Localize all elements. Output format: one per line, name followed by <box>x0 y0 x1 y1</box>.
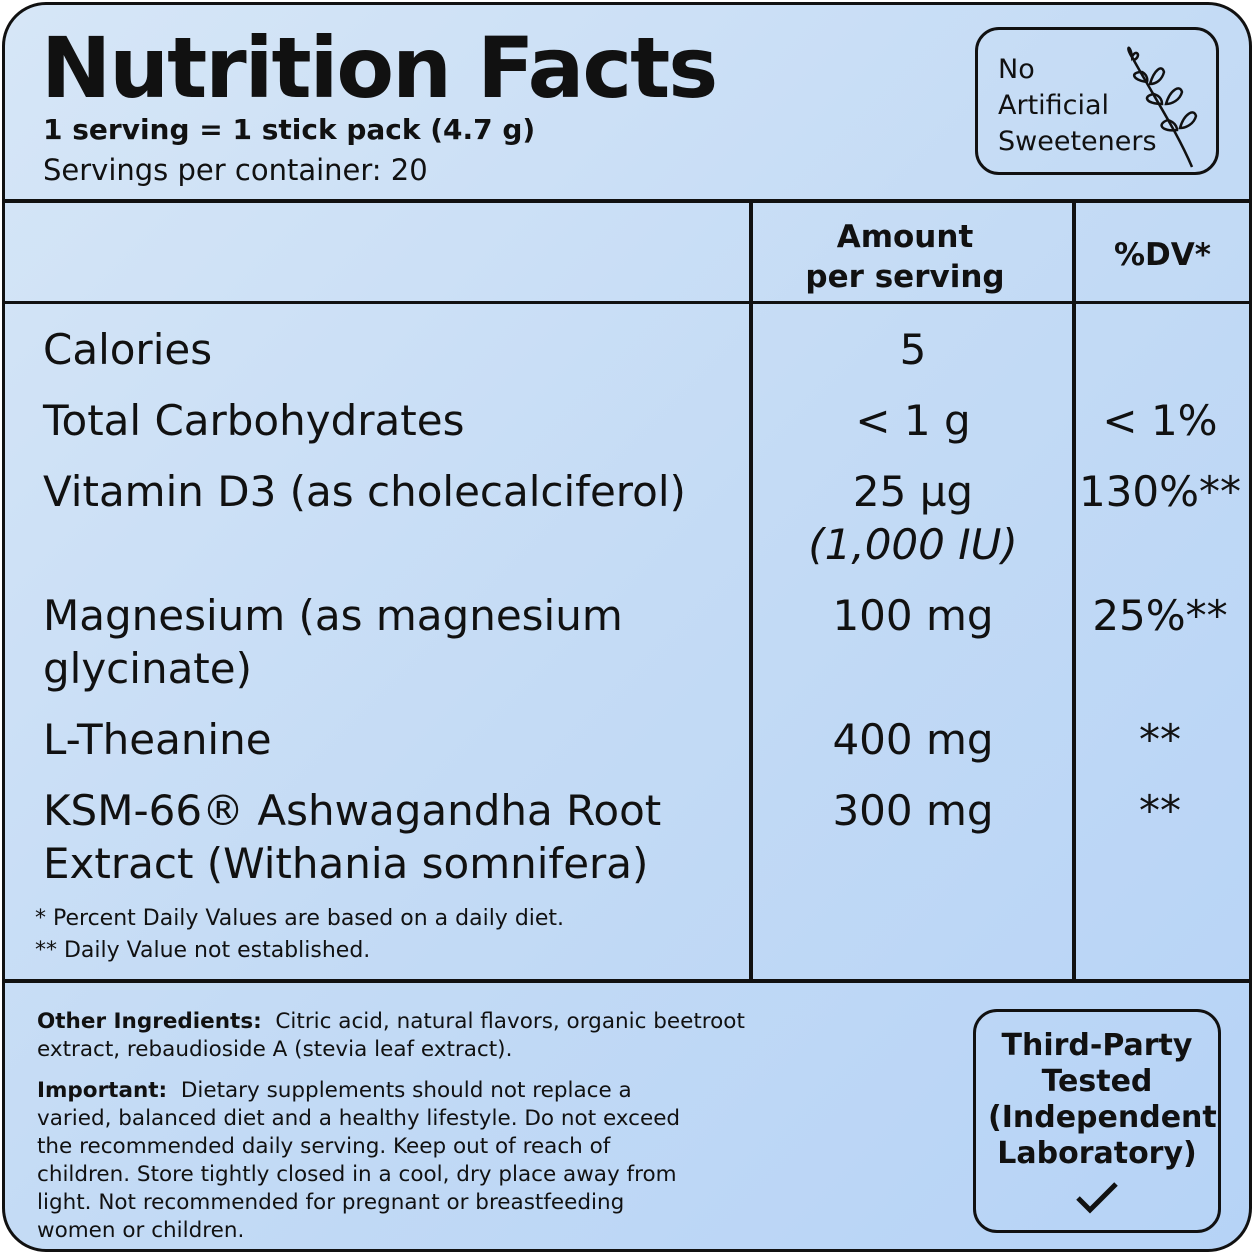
label: Other Ingredients: <box>37 1009 262 1034</box>
daily-value: 130%** <box>1075 465 1245 571</box>
rows: Calories 5 Total Carbohydrates < 1 g < 1% Vit… <box>5 323 1249 908</box>
daily-value: ** <box>1075 713 1245 766</box>
daily-value: ** <box>1075 784 1245 890</box>
nutrient-row: Magnesium (as magnesium glycinate) 100 mg… <box>5 589 1249 695</box>
dv-value: < 1% <box>1102 396 1218 445</box>
other-ingredients: Other Ingredients: Citric acid, natural … <box>37 1008 757 1064</box>
nutrient-name: KSM-66® Ashwagandha Root Extract (Withan… <box>43 786 662 888</box>
amount-value: 300 mg <box>832 786 994 835</box>
daily-value <box>1075 323 1245 376</box>
amount: 300 mg <box>751 784 1075 890</box>
dv-value: ** <box>1139 786 1181 835</box>
nutrient-row: Total Carbohydrates < 1 g < 1% <box>5 394 1249 447</box>
nutrient-name: Magnesium (as magnesium glycinate) <box>43 591 623 693</box>
amount: < 1 g <box>751 394 1075 447</box>
column-header: %DV* <box>1114 237 1211 273</box>
badge: Third-Party Tested (Independent Laborato… <box>973 1009 1221 1233</box>
nutrient-row: Vitamin D3 (as cholecalciferol) 25 µg (1,0… <box>5 465 1249 571</box>
label: Important: <box>37 1078 168 1103</box>
amount-value: 400 mg <box>832 715 994 764</box>
nutrient-name: Total Carbohydrates <box>43 396 465 445</box>
title: Nutrition Facts <box>41 19 718 117</box>
important: Important: Dietary supplements should no… <box>37 1077 697 1245</box>
check-icon <box>1076 1182 1118 1214</box>
badge-title: Third-Party Tested <box>1001 1028 1193 1099</box>
column-divider <box>749 203 753 979</box>
divider <box>5 199 1249 203</box>
badge: No Artificial Sweeteners <box>975 27 1219 175</box>
amount: 5 <box>751 323 1075 376</box>
nutrient-name: L-Theanine <box>43 715 272 764</box>
amount-value: 5 <box>899 325 927 374</box>
column-divider <box>1072 203 1076 979</box>
amount-value: 25 µg <box>852 467 974 516</box>
amount-value: 100 mg <box>832 591 994 640</box>
nutrient-row: KSM-66® Ashwagandha Root Extract (Withan… <box>5 784 1249 890</box>
text: Dietary supplements should not replace a… <box>37 1078 681 1243</box>
divider <box>5 301 1249 304</box>
dv-value: 25%** <box>1092 591 1228 640</box>
badge-note: (Independent Laboratory) <box>988 1100 1217 1171</box>
servings-per-container: Servings per container: 20 <box>43 153 428 187</box>
daily-value: < 1% <box>1075 394 1245 447</box>
badge-text: No Artificial Sweeteners <box>998 54 1157 157</box>
daily-value: 25%** <box>1075 589 1245 695</box>
column-header: Amount per serving <box>805 219 1005 295</box>
nutrient-row: Calories 5 <box>5 323 1249 376</box>
dv-value: 130%** <box>1078 467 1242 516</box>
nutrient-name: Vitamin D3 (as cholecalciferol) <box>43 467 686 516</box>
footnote: ** Daily Value not established. <box>35 938 371 963</box>
amount: 100 mg <box>751 589 1075 695</box>
leaf-icon <box>1127 46 1198 168</box>
amount: 400 mg <box>751 713 1075 766</box>
nutrient-row: L-Theanine 400 mg ** <box>5 713 1249 766</box>
amount-value: < 1 g <box>855 396 971 445</box>
amount: 25 µg (1,000 IU) <box>751 465 1075 571</box>
footnotes: * Percent Daily Values are based on a da… <box>35 903 564 967</box>
text: Citric acid, natural flavors, organic be… <box>37 1009 745 1062</box>
footnote: * Percent Daily Values are based on a da… <box>35 906 565 931</box>
nutrient-name: Calories <box>43 325 213 374</box>
serving-size: 1 serving = 1 stick pack (4.7 g) <box>43 113 536 146</box>
dv-value: ** <box>1139 715 1181 764</box>
divider <box>5 979 1249 983</box>
amount-note: (1,000 IU) <box>808 520 1018 569</box>
